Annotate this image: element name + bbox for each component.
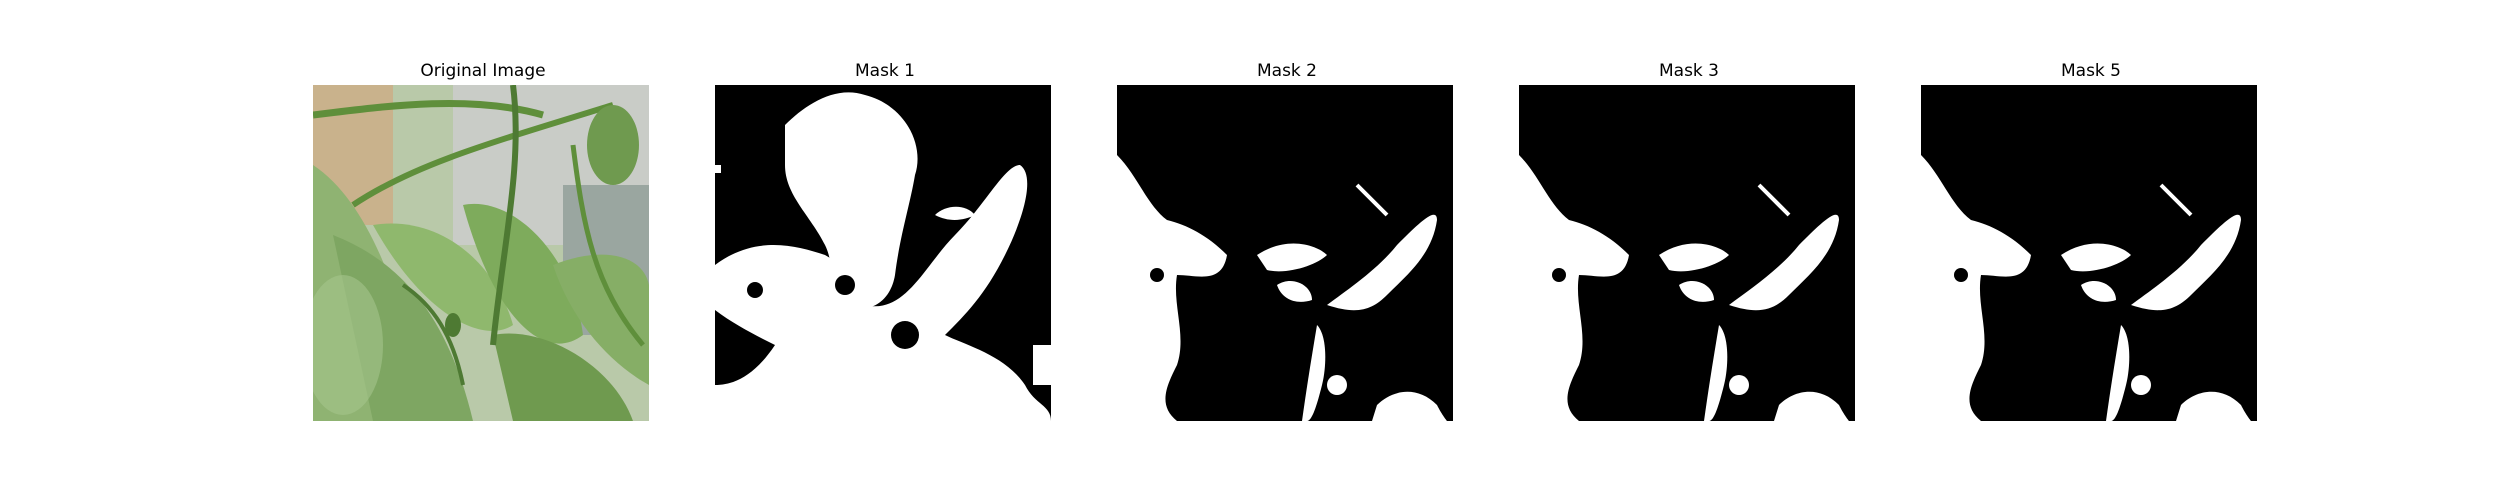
pepper-plant-photo	[313, 85, 649, 421]
panel-title: Mask 5	[1921, 60, 2261, 82]
binary-segmentation-mask	[1921, 85, 2257, 421]
mask-image	[1519, 85, 1855, 421]
binary-segmentation-mask	[1519, 85, 1855, 421]
original-image	[313, 85, 649, 421]
panel-title: Original Image	[313, 60, 653, 82]
mask-image	[1921, 85, 2257, 421]
panel-title: Mask 1	[715, 60, 1055, 82]
mask-image	[715, 85, 1051, 421]
panel-title: Mask 3	[1519, 60, 1859, 82]
binary-segmentation-mask	[715, 85, 1051, 421]
binary-segmentation-mask	[1117, 85, 1453, 421]
panel-title: Mask 2	[1117, 60, 1457, 82]
mask-image	[1117, 85, 1453, 421]
